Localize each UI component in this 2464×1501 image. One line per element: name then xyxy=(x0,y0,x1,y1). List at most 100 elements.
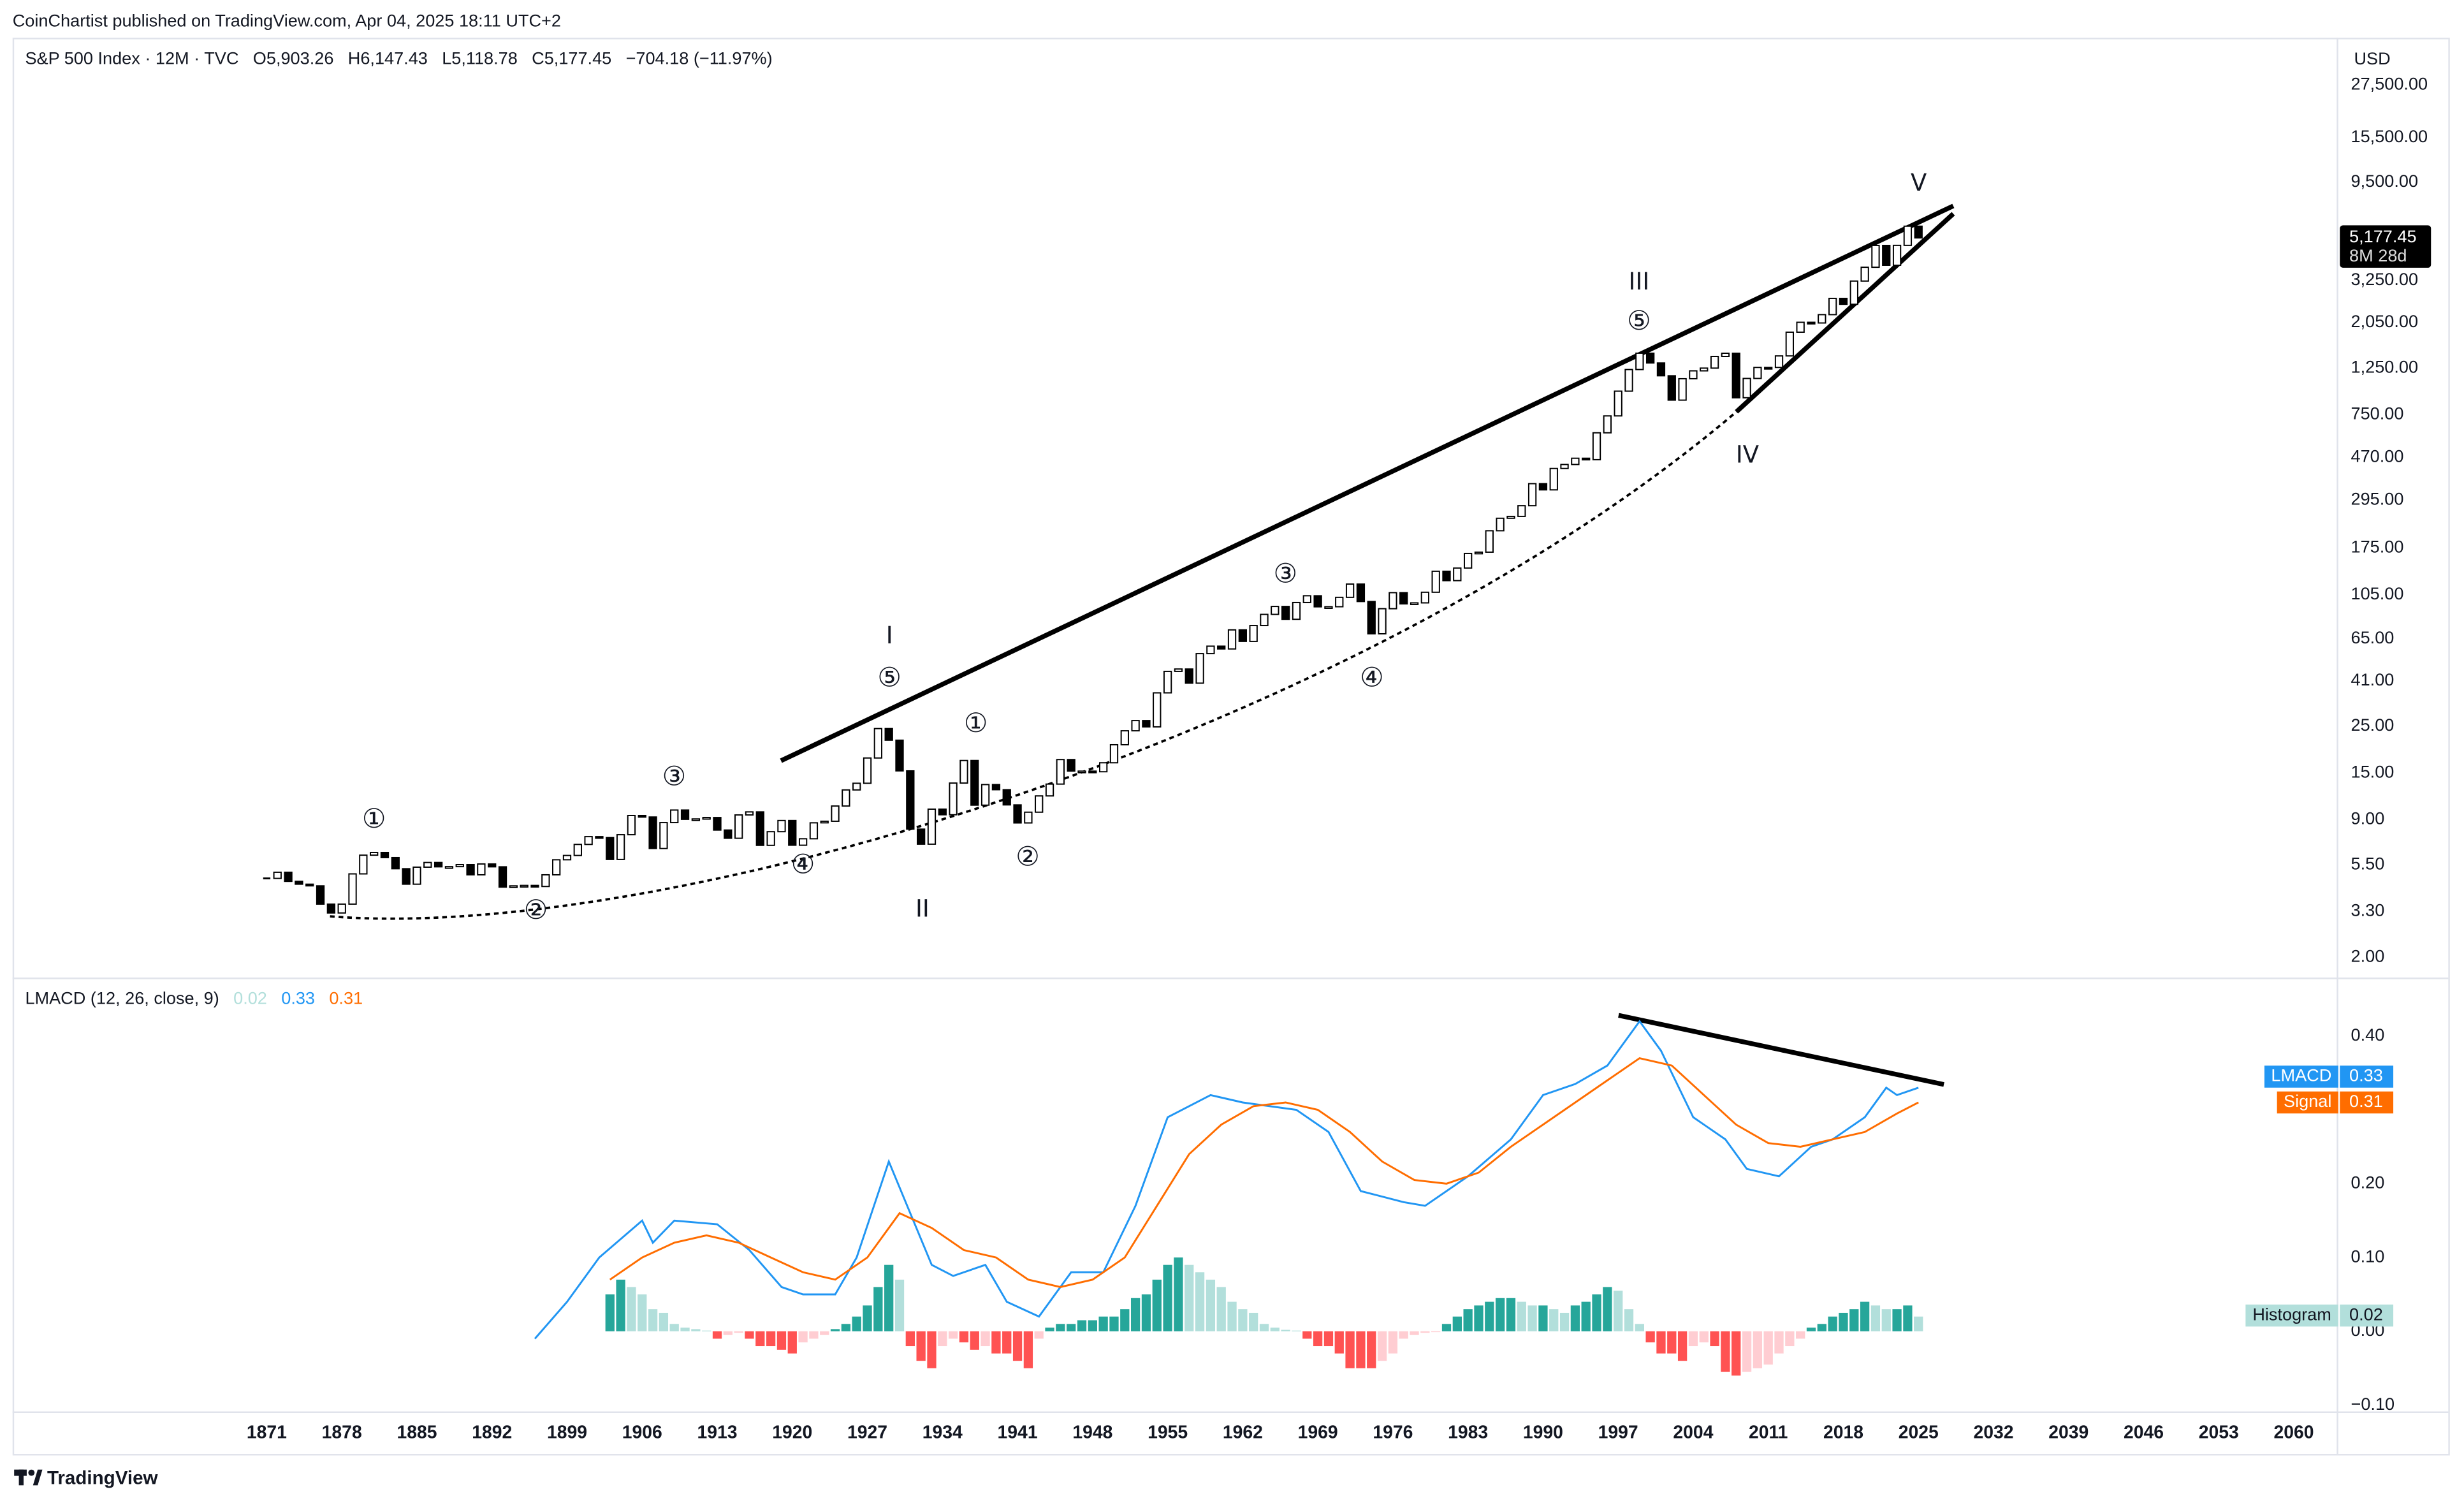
candle xyxy=(1785,331,1795,357)
histogram-bar xyxy=(1195,1272,1205,1331)
candle xyxy=(970,759,979,806)
histogram-bar xyxy=(1452,1316,1462,1331)
candle xyxy=(1592,432,1601,460)
candle xyxy=(1667,375,1676,401)
candle xyxy=(595,836,604,839)
time-tick-label: 2039 xyxy=(2048,1422,2089,1442)
candle xyxy=(466,863,475,875)
candle xyxy=(1860,267,1869,282)
candle xyxy=(1356,583,1366,603)
histogram-bar xyxy=(948,1331,958,1339)
candle xyxy=(380,851,390,858)
candle xyxy=(1302,595,1311,603)
histogram-bar xyxy=(991,1331,1001,1354)
candle xyxy=(1614,390,1622,417)
candle xyxy=(1463,552,1473,569)
time-tick-label: 1969 xyxy=(1298,1422,1338,1442)
histogram-bar xyxy=(1517,1301,1526,1331)
candle xyxy=(1131,720,1140,732)
candle xyxy=(627,814,636,836)
histogram-bar xyxy=(1399,1331,1408,1339)
wave-label: ② xyxy=(524,894,548,925)
candle xyxy=(906,770,915,830)
wave-label: ③ xyxy=(1274,558,1298,589)
candle xyxy=(873,728,883,759)
histogram-bar xyxy=(1388,1331,1398,1354)
wave-label: I xyxy=(886,622,893,649)
candle xyxy=(295,881,303,885)
candle xyxy=(1645,352,1655,364)
histogram-bar xyxy=(1570,1305,1580,1331)
time-tick-label: 1913 xyxy=(697,1422,737,1442)
price-tick-label: 105.00 xyxy=(2351,583,2404,603)
candle xyxy=(477,863,486,875)
candle xyxy=(809,822,819,840)
badge-value: 0.02 xyxy=(2349,1304,2383,1324)
candle xyxy=(1849,280,1858,305)
price-tick-label: 2.00 xyxy=(2351,946,2385,966)
candle xyxy=(1742,377,1751,399)
price-tick-label: 1,250.00 xyxy=(2351,356,2419,376)
badge-name-bg xyxy=(2245,1304,2338,1327)
dotted-support-curve xyxy=(330,411,1737,920)
wave-label: ④ xyxy=(1360,661,1384,692)
histogram-bar xyxy=(1581,1301,1591,1331)
price-tick-label: 3,250.00 xyxy=(2351,269,2419,289)
candle xyxy=(391,856,400,870)
time-tick-label: 1990 xyxy=(1523,1422,1563,1442)
candle xyxy=(498,866,507,888)
candle xyxy=(1485,530,1494,553)
candle xyxy=(1764,367,1773,370)
candle xyxy=(734,814,743,839)
candle xyxy=(316,885,325,905)
histogram-bar xyxy=(916,1331,926,1361)
histogram-bar xyxy=(873,1287,883,1331)
histogram-bar xyxy=(1334,1331,1344,1354)
price-tick-label: 41.00 xyxy=(2351,670,2395,689)
histogram-bar xyxy=(1249,1312,1258,1331)
histogram-bar xyxy=(648,1309,658,1331)
histogram-bar xyxy=(1034,1331,1044,1339)
histogram-bar xyxy=(1356,1331,1366,1368)
candle xyxy=(1410,602,1419,605)
histogram-bar xyxy=(1699,1331,1709,1343)
candle xyxy=(1731,353,1740,399)
time-tick-label: 1962 xyxy=(1223,1422,1263,1442)
histogram-bar xyxy=(659,1312,669,1331)
candle xyxy=(938,808,947,816)
candle xyxy=(1689,370,1698,379)
candle xyxy=(606,837,615,860)
candle xyxy=(1045,783,1054,797)
candle xyxy=(1217,645,1226,650)
candle xyxy=(1582,457,1591,461)
histogram-bar xyxy=(1485,1301,1494,1331)
candle xyxy=(1839,297,1848,305)
candle xyxy=(1624,369,1633,392)
candle xyxy=(541,874,550,888)
histogram-bar xyxy=(1538,1305,1548,1331)
histogram-bar xyxy=(1098,1316,1108,1331)
candle xyxy=(1828,297,1837,316)
candle xyxy=(1088,770,1097,773)
histogram-bar xyxy=(712,1331,722,1339)
price-tick-label: 9,500.00 xyxy=(2351,171,2419,191)
histogram-bar xyxy=(745,1331,754,1339)
price-tick-label: 3.30 xyxy=(2351,900,2385,920)
currency: USD xyxy=(2354,48,2390,68)
indicator-line xyxy=(609,1057,1919,1288)
histogram-bar xyxy=(766,1331,776,1347)
histogram-bar xyxy=(1688,1331,1698,1347)
bar-countdown: 8M 28d xyxy=(2349,245,2407,265)
candle xyxy=(1142,720,1151,728)
upper-trendline xyxy=(780,203,1955,763)
histogram-bar xyxy=(723,1331,733,1335)
time-tick-label: 2004 xyxy=(1673,1422,1713,1442)
badge-name-bg xyxy=(2264,1065,2338,1088)
candle xyxy=(1056,759,1065,785)
chart-frame xyxy=(12,38,2450,1456)
candle xyxy=(1109,743,1119,764)
histogram-bar xyxy=(1109,1316,1119,1331)
price-tick-label: 9.00 xyxy=(2351,809,2385,828)
